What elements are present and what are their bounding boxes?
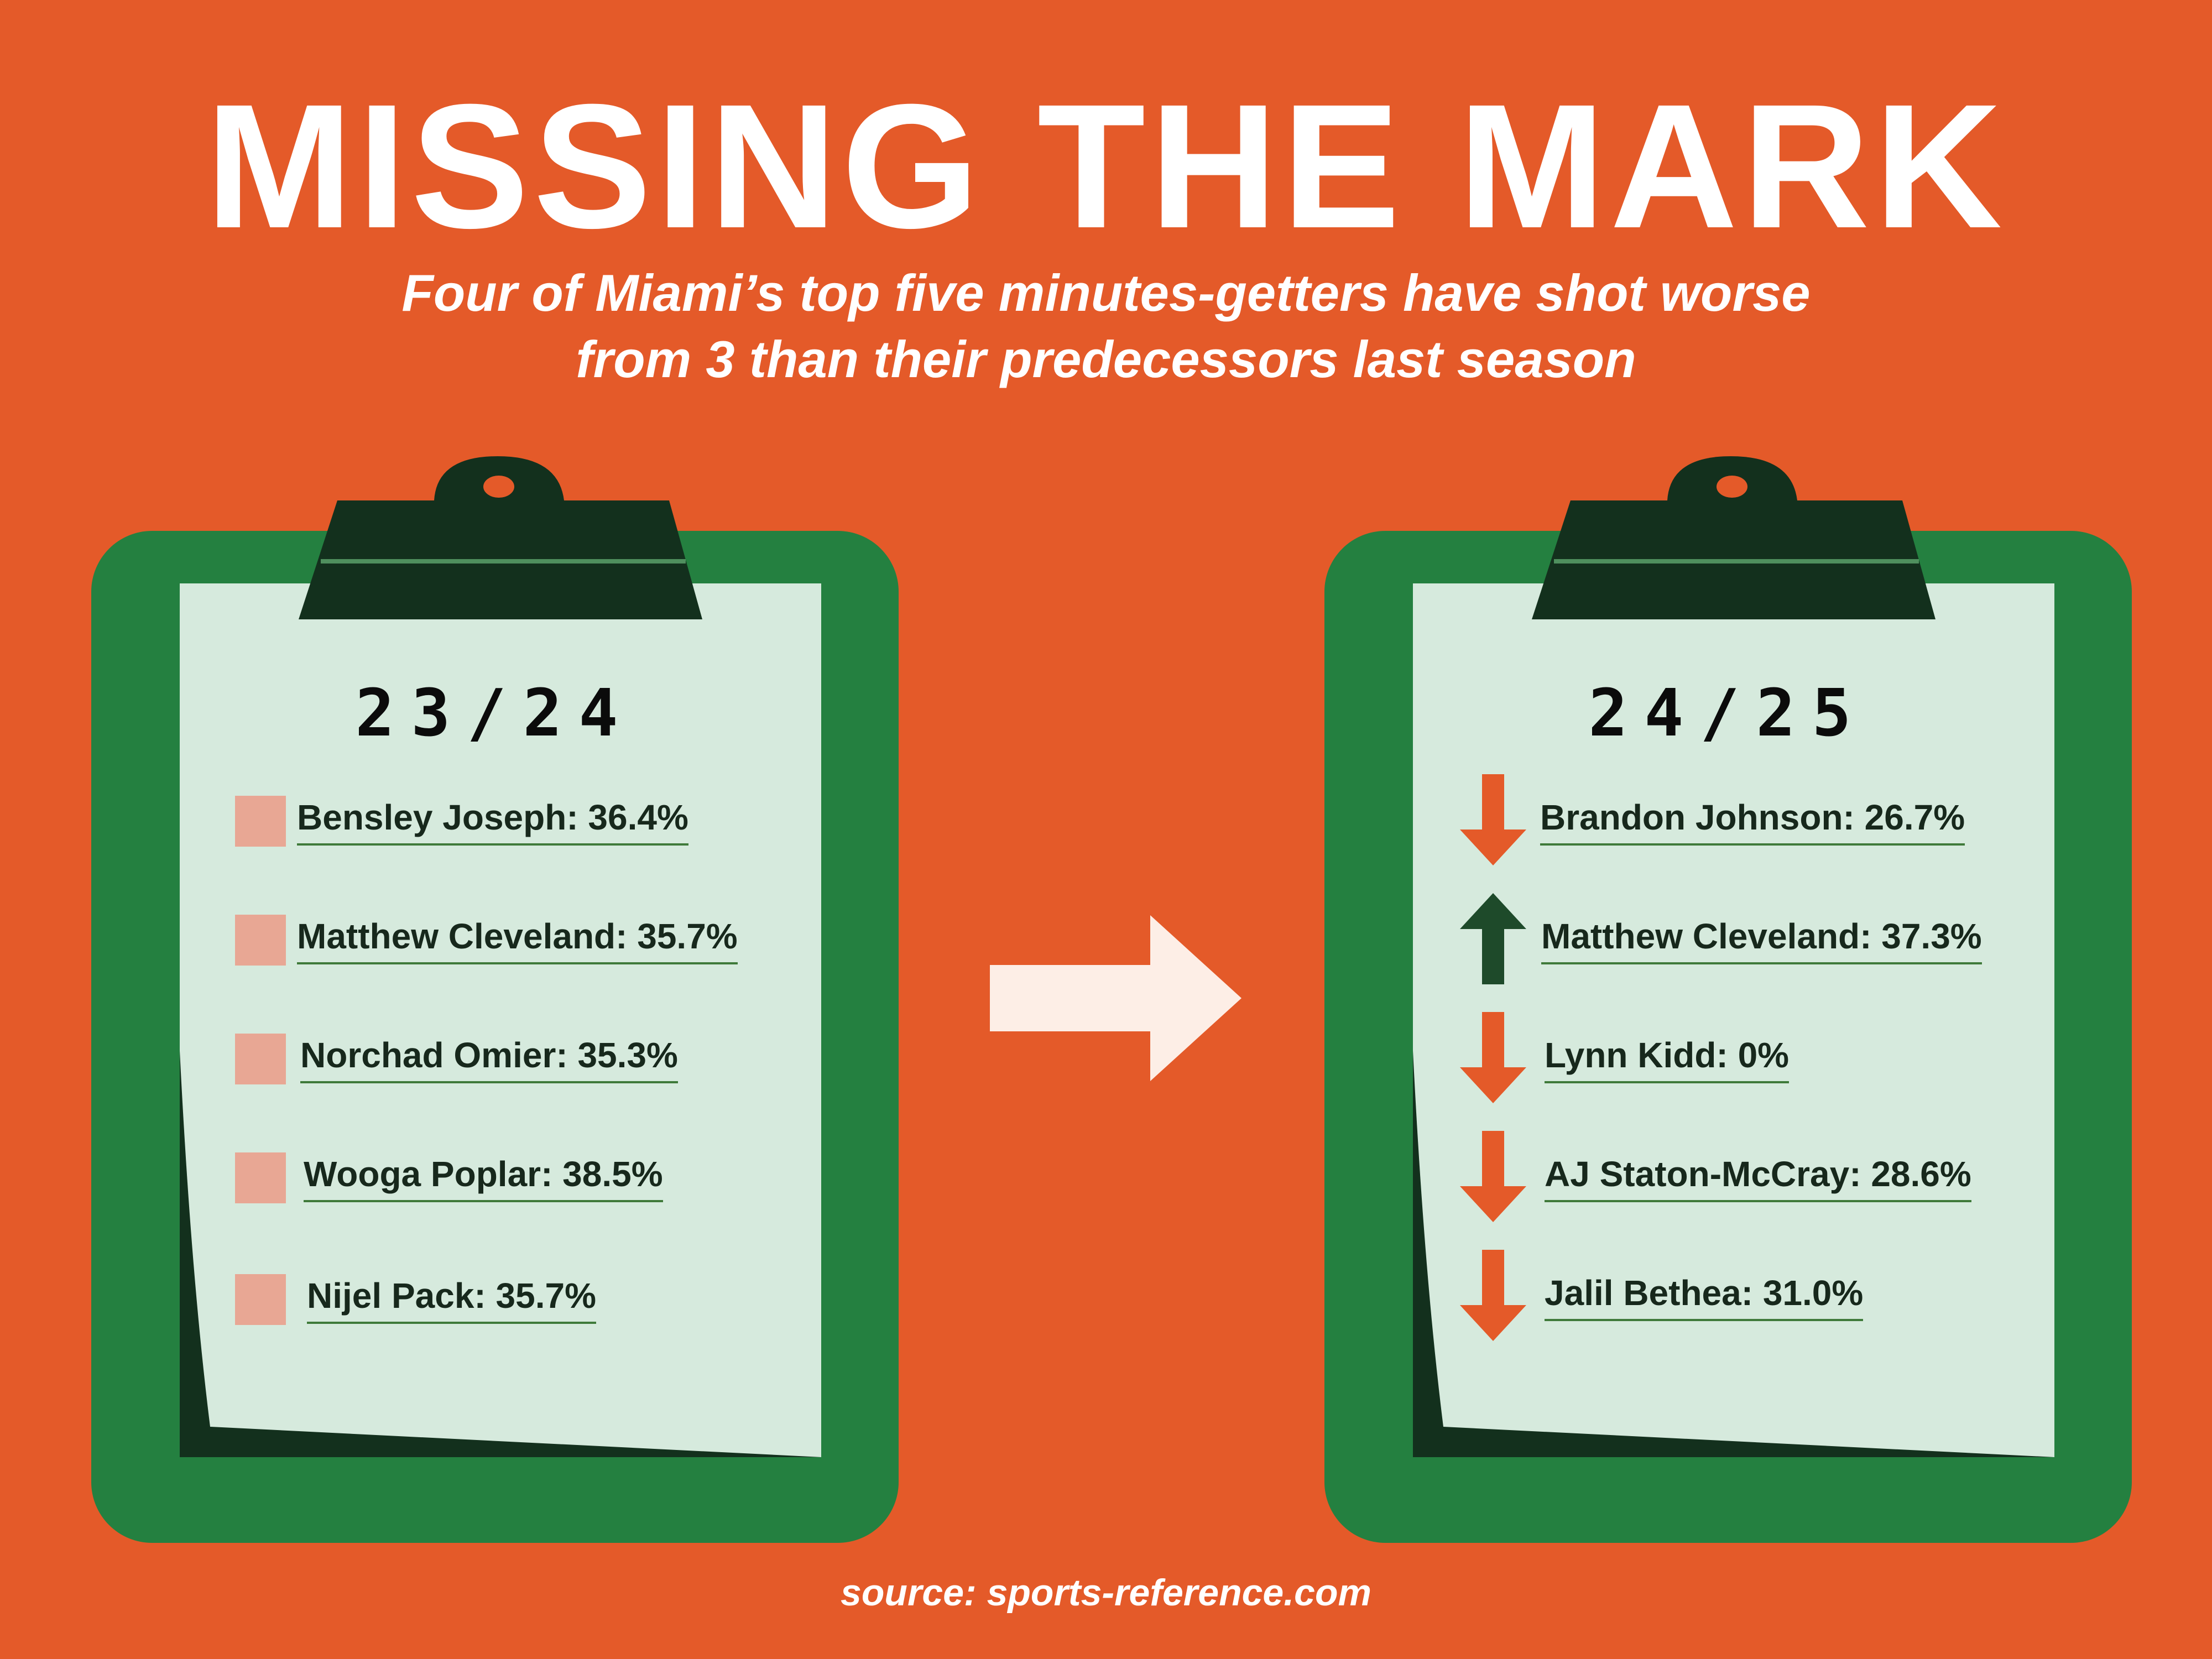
clipboard-2024-25: 24/25 Brandon Johnson: 26.7% Matthew Cle… <box>1324 442 2132 1548</box>
page-subtitle: Four of Miami’s top five minutes-getters… <box>166 260 2046 393</box>
arrow-down-icon <box>1460 1012 1526 1103</box>
clipboard-icon <box>1324 456 2132 1543</box>
marker-square <box>235 1152 286 1203</box>
marker-square <box>235 796 286 847</box>
player-stat: Matthew Cleveland: 37.3% <box>1541 916 1982 964</box>
clipboard-2023-24: 23/24 Bensley Joseph: 36.4% Matthew Clev… <box>91 442 899 1548</box>
season-label: 24/25 <box>1588 675 1868 751</box>
subtitle-line-2: from 3 than their predecessors last seas… <box>576 330 1636 388</box>
subtitle-line-1: Four of Miami’s top five minutes-getters… <box>401 264 1811 322</box>
arrow-right-icon <box>990 915 1241 1081</box>
player-stat: Matthew Cleveland: 35.7% <box>297 916 738 964</box>
season-label: 23/24 <box>355 675 635 751</box>
marker-square <box>235 1034 286 1084</box>
player-stat: Norchad Omier: 35.3% <box>300 1035 678 1083</box>
player-stat: Lynn Kidd: 0% <box>1545 1035 1790 1083</box>
arrow-down-icon <box>1460 774 1526 865</box>
marker-square <box>235 1274 286 1325</box>
arrow-up-icon <box>1460 893 1526 984</box>
source-credit: source: sports-reference.com <box>841 1572 1371 1614</box>
page-title: MISSING THE MARK <box>205 67 2007 265</box>
player-stat: Jalil Bethea: 31.0% <box>1545 1272 1864 1321</box>
arrow-down-icon <box>1460 1131 1526 1222</box>
arrow-down-icon <box>1460 1250 1526 1341</box>
marker-square <box>235 915 286 966</box>
player-stat: Bensley Joseph: 36.4% <box>297 797 688 846</box>
player-stat: AJ Staton-McCray: 28.6% <box>1545 1154 1971 1202</box>
player-stat: Brandon Johnson: 26.7% <box>1540 797 1965 846</box>
player-stat: Wooga Poplar: 38.5% <box>304 1154 663 1202</box>
player-stat: Nijel Pack: 35.7% <box>307 1275 596 1324</box>
clipboard-icon <box>91 456 899 1543</box>
